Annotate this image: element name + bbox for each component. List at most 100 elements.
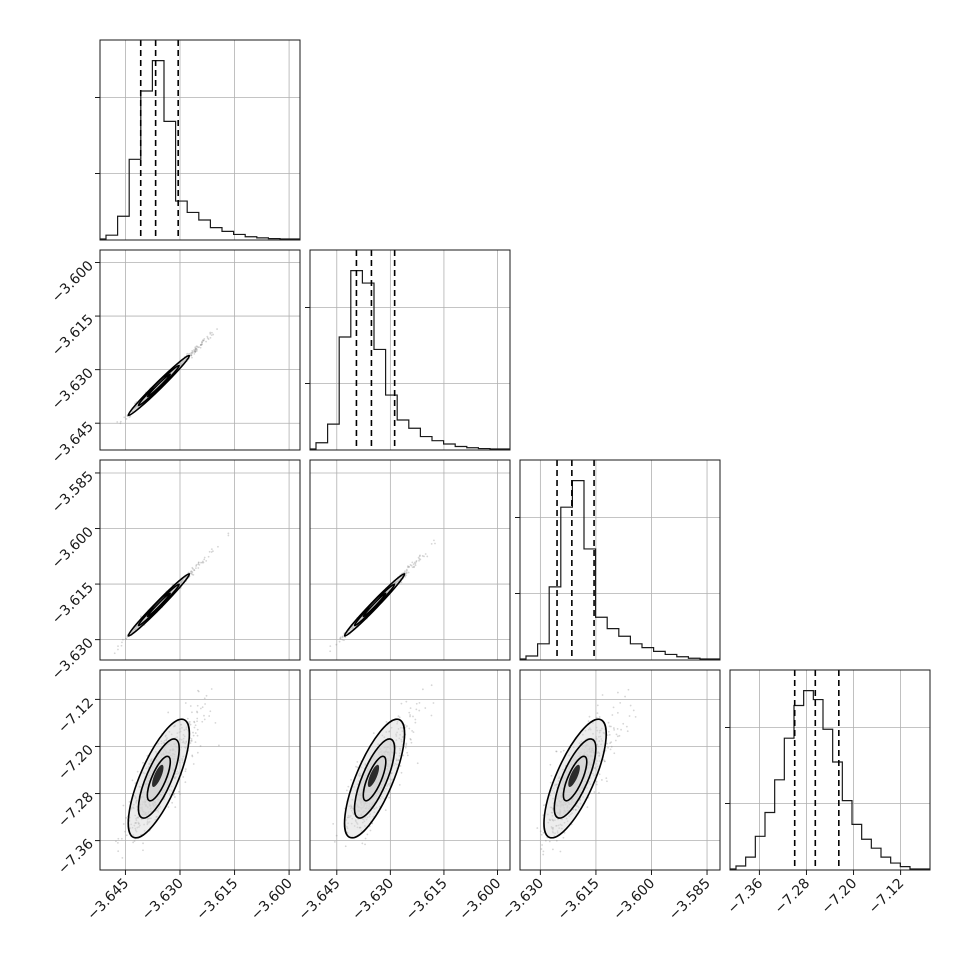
scatter-point bbox=[143, 829, 146, 832]
scatter-point bbox=[540, 848, 543, 850]
scatter-point bbox=[361, 817, 364, 820]
scatter-point bbox=[178, 739, 181, 742]
scatter-point bbox=[329, 650, 332, 653]
scatter-point bbox=[181, 757, 183, 760]
scatter-point bbox=[350, 805, 353, 808]
scatter-point bbox=[133, 408, 135, 411]
scatter-point bbox=[199, 745, 202, 747]
scatter-point bbox=[344, 845, 347, 848]
scatter-point bbox=[165, 739, 168, 742]
scatter-point bbox=[171, 789, 173, 792]
scatter-point bbox=[355, 765, 357, 768]
scatter-point bbox=[615, 733, 618, 736]
scatter-point bbox=[390, 779, 393, 781]
scatter-point bbox=[364, 843, 366, 846]
scatter-point bbox=[172, 725, 175, 728]
scatter-point bbox=[190, 354, 193, 357]
scatter-point bbox=[185, 740, 188, 743]
scatter-point bbox=[132, 803, 135, 806]
scatter-point bbox=[146, 822, 149, 824]
scatter-point bbox=[131, 631, 133, 634]
scatter-point bbox=[549, 794, 552, 797]
scatter-point bbox=[163, 798, 166, 801]
scatter-point bbox=[184, 747, 187, 750]
scatter-point bbox=[134, 628, 136, 631]
scatter-point bbox=[351, 798, 354, 801]
scatter-point bbox=[196, 348, 198, 351]
hist-panel-1 bbox=[95, 39, 301, 241]
scatter-point bbox=[203, 558, 206, 561]
scatter-point bbox=[381, 796, 383, 798]
scatter-point bbox=[547, 821, 550, 824]
scatter-point bbox=[555, 783, 558, 786]
scatter-point bbox=[356, 826, 359, 829]
scatter-point bbox=[208, 715, 211, 717]
scatter-point bbox=[614, 739, 617, 742]
scatter-point bbox=[390, 772, 393, 775]
scatter-point bbox=[395, 581, 398, 584]
scatter-point bbox=[134, 627, 137, 630]
scatter-point bbox=[358, 772, 361, 775]
scatter-point bbox=[190, 354, 192, 357]
scatter-point bbox=[356, 783, 359, 786]
scatter-point bbox=[195, 347, 198, 350]
scatter-point bbox=[434, 542, 436, 545]
scatter-point bbox=[360, 829, 363, 832]
scatter-point bbox=[632, 709, 635, 712]
scatter-point bbox=[157, 742, 160, 745]
scatter-point bbox=[385, 731, 388, 733]
scatter-point bbox=[148, 817, 151, 820]
scatter-point bbox=[212, 333, 215, 336]
scatter-point bbox=[576, 805, 579, 808]
scatter-point bbox=[190, 351, 193, 354]
scatter-point bbox=[347, 822, 350, 825]
scatter-point bbox=[379, 797, 382, 800]
scatter-point bbox=[577, 806, 580, 809]
scatter-point bbox=[136, 627, 139, 630]
contour-line-2 bbox=[137, 738, 180, 819]
scatter-point bbox=[156, 809, 159, 811]
scatter-point bbox=[365, 818, 368, 821]
scatter-point bbox=[180, 580, 183, 582]
scatter-point bbox=[176, 773, 178, 775]
scatter-point bbox=[345, 789, 348, 792]
scatter-point bbox=[189, 352, 192, 355]
scatter-point bbox=[194, 346, 197, 349]
scatter-point bbox=[138, 785, 141, 788]
scatter-point bbox=[572, 746, 575, 749]
scatter-point bbox=[119, 422, 122, 425]
scatter-point bbox=[335, 834, 338, 837]
scatter-point bbox=[201, 341, 203, 344]
scatter-point bbox=[168, 730, 171, 733]
scatter-point bbox=[356, 823, 359, 825]
scatter-point bbox=[148, 763, 151, 766]
scatter-point bbox=[360, 766, 363, 769]
scatter-point bbox=[550, 774, 553, 777]
scatter-point bbox=[347, 814, 350, 817]
scatter-point bbox=[186, 352, 189, 355]
scatter-point bbox=[216, 328, 218, 330]
scatter-point bbox=[347, 816, 349, 819]
scatter-point bbox=[405, 572, 408, 575]
scatter-point bbox=[178, 731, 181, 734]
scatter-point bbox=[612, 706, 615, 709]
scatter-point bbox=[624, 695, 626, 698]
scatter-point bbox=[140, 818, 143, 821]
scatter-point bbox=[188, 352, 190, 355]
scatter-point bbox=[177, 772, 180, 775]
x-tick-label-1-4: −3.600 bbox=[248, 876, 296, 924]
scatter-point bbox=[178, 720, 181, 723]
scatter-point bbox=[406, 751, 409, 754]
scatter-point bbox=[396, 731, 398, 734]
contour-line-1 bbox=[127, 572, 191, 637]
scatter-point bbox=[579, 799, 582, 801]
scatter-point bbox=[569, 813, 572, 816]
scatter-point bbox=[401, 730, 404, 733]
scatter-point bbox=[395, 735, 398, 737]
scatter-point bbox=[606, 742, 608, 745]
scatter-point bbox=[354, 820, 357, 823]
scatter-point bbox=[589, 728, 592, 731]
scatter-point bbox=[125, 418, 128, 420]
scatter-point bbox=[210, 551, 213, 553]
scatter-point bbox=[398, 752, 401, 755]
